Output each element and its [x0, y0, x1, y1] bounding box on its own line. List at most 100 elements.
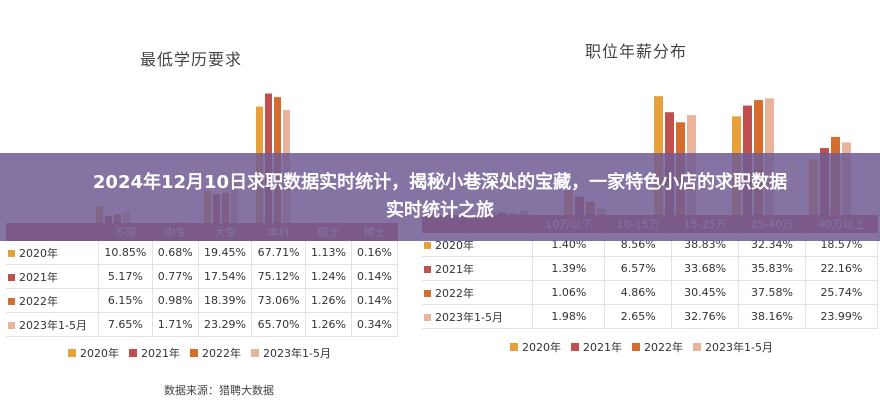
row-label: 2023年1-5月	[422, 304, 534, 329]
table-cell: 22.16%	[805, 256, 879, 281]
table-cell: 6.15%	[98, 288, 153, 313]
legend-swatch	[190, 349, 198, 357]
row-label-text: 2021年	[435, 262, 474, 276]
salary-legend: 2020年 2021年 2022年 2023年1-5月	[510, 339, 773, 355]
row-label-text: 2022年	[435, 286, 474, 300]
legend-item: 2020年	[68, 345, 119, 361]
table-cell: 65.70%	[251, 312, 306, 337]
row-label-text: 2020年	[19, 246, 58, 260]
table-cell: 18.39%	[198, 288, 253, 313]
row-label-text: 2023年1-5月	[19, 318, 87, 332]
table-row: 2023年1-5月 1.98% 2.65% 32.76% 38.16% 23.99%	[422, 304, 879, 329]
legend-item: 2021年	[571, 339, 622, 355]
row-label: 2022年	[6, 288, 100, 313]
table-cell: 32.76%	[671, 304, 740, 329]
table-cell: 23.99%	[805, 304, 879, 329]
legend-item: 2020年	[510, 339, 561, 355]
series-swatch	[424, 290, 431, 297]
row-label-text: 2021年	[19, 270, 58, 284]
row-label-text: 2020年	[435, 238, 474, 252]
row-label: 2022年	[422, 280, 534, 305]
table-cell: 1.06%	[532, 280, 606, 305]
row-label: 2021年	[422, 256, 534, 281]
series-swatch	[8, 322, 15, 329]
table-cell: 30.45%	[671, 280, 740, 305]
education-chart-title: 最低学历要求	[140, 50, 243, 69]
table-cell: 1.24%	[305, 264, 352, 289]
series-swatch	[8, 298, 15, 305]
row-label: 2020年	[6, 241, 100, 265]
table-cell: 1.98%	[532, 304, 606, 329]
legend-swatch	[693, 343, 701, 351]
legend-label: 2021年	[141, 347, 180, 360]
table-cell: 23.29%	[198, 312, 253, 337]
legend-swatch	[68, 349, 76, 357]
legend-label: 2023年1-5月	[705, 341, 773, 354]
table-cell: 10.85%	[98, 241, 153, 265]
legend-label: 2022年	[202, 347, 241, 360]
table-cell: 0.98%	[152, 288, 199, 313]
legend-swatch	[129, 349, 137, 357]
legend-swatch	[571, 343, 579, 351]
table-row: 2020年 10.85% 0.68% 19.45% 67.71% 1.13% 0.16%	[6, 241, 399, 265]
table-cell: 75.12%	[251, 264, 306, 289]
table-cell: 0.34%	[351, 312, 399, 337]
data-source-note: 数据来源：猎聘大数据	[164, 384, 274, 397]
table-cell: 17.54%	[198, 264, 253, 289]
table-row: 2022年 6.15% 0.98% 18.39% 73.06% 1.26% 0.14%	[6, 288, 399, 313]
table-cell: 19.45%	[198, 241, 253, 265]
legend-swatch	[251, 349, 259, 357]
legend-label: 2021年	[583, 341, 622, 354]
table-cell: 1.71%	[152, 312, 199, 337]
row-label: 2023年1-5月	[6, 312, 100, 337]
table-row: 2022年 1.06% 4.86% 30.45% 37.58% 25.74%	[422, 280, 879, 305]
table-cell: 1.13%	[305, 241, 352, 265]
series-swatch	[8, 274, 15, 281]
table-row: 2021年 1.39% 6.57% 33.68% 35.83% 22.16%	[422, 256, 879, 281]
table-cell: 1.26%	[305, 312, 352, 337]
table-cell: 0.16%	[351, 241, 399, 265]
table-cell: 67.71%	[251, 241, 306, 265]
salary-chart-title: 职位年薪分布	[585, 42, 688, 61]
table-cell: 5.17%	[98, 264, 153, 289]
row-label-text: 2023年1-5月	[435, 310, 503, 324]
table-cell: 1.39%	[532, 256, 606, 281]
table-cell: 33.68%	[671, 256, 740, 281]
table-cell: 38.16%	[738, 304, 806, 329]
row-label: 2021年	[6, 264, 100, 289]
row-label-text: 2022年	[19, 294, 58, 308]
legend-label: 2022年	[644, 341, 683, 354]
table-cell: 37.58%	[738, 280, 806, 305]
table-cell: 1.26%	[305, 288, 352, 313]
headline-banner: 2024年12月10日求职数据实时统计，揭秘小巷深处的宝藏，一家特色小店的求职数…	[0, 153, 880, 241]
table-row: 2021年 5.17% 0.77% 17.54% 75.12% 1.24% 0.14%	[6, 264, 399, 289]
series-swatch	[424, 314, 431, 321]
table-cell: 73.06%	[251, 288, 306, 313]
legend-item: 2021年	[129, 345, 180, 361]
table-cell: 6.57%	[604, 256, 673, 281]
series-swatch	[8, 250, 15, 257]
table-cell: 25.74%	[805, 280, 879, 305]
legend-label: 2020年	[80, 347, 119, 360]
table-cell: 0.77%	[152, 264, 199, 289]
table-cell: 2.65%	[604, 304, 673, 329]
legend-item: 2023年1-5月	[251, 345, 331, 361]
legend-label: 2023年1-5月	[263, 347, 331, 360]
series-swatch	[424, 242, 431, 249]
education-legend: 2020年 2021年 2022年 2023年1-5月	[68, 345, 331, 361]
headline-title: 2024年12月10日求职数据实时统计，揭秘小巷深处的宝藏，一家特色小店的求职数…	[92, 172, 788, 221]
legend-swatch	[632, 343, 640, 351]
series-swatch	[424, 266, 431, 273]
legend-item: 2022年	[632, 339, 683, 355]
table-cell: 0.14%	[351, 264, 399, 289]
legend-item: 2023年1-5月	[693, 339, 773, 355]
legend-item: 2022年	[190, 345, 241, 361]
table-cell: 0.68%	[152, 241, 199, 265]
table-row: 2023年1-5月 7.65% 1.71% 23.29% 65.70% 1.26% 0.34…	[6, 312, 399, 337]
table-cell: 7.65%	[98, 312, 153, 337]
table-cell: 35.83%	[738, 256, 806, 281]
legend-label: 2020年	[522, 341, 561, 354]
legend-swatch	[510, 343, 518, 351]
table-cell: 0.14%	[351, 288, 399, 313]
table-cell: 4.86%	[604, 280, 673, 305]
